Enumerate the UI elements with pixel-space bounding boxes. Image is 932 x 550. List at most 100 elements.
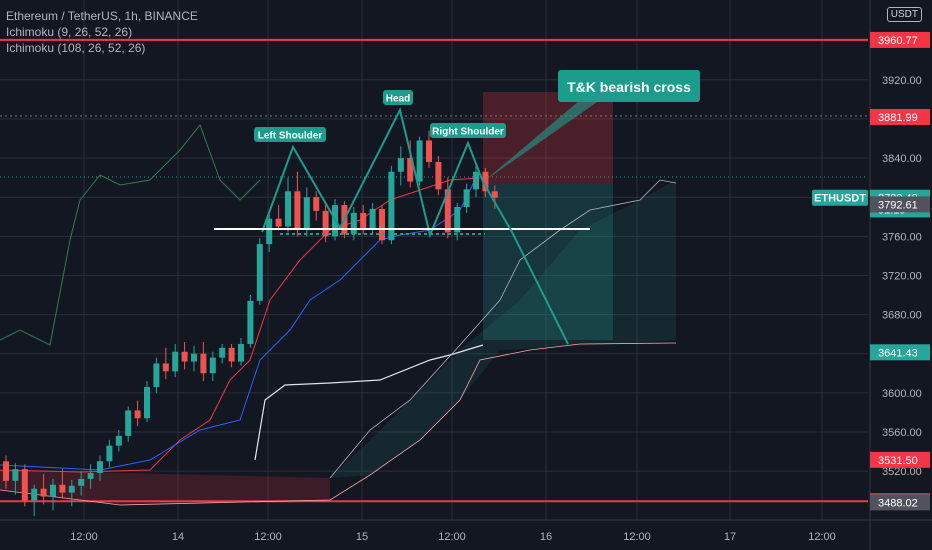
time-axis: 12:00 14 12:00 15 12:00 16 12:00 17 12:00 xyxy=(70,531,836,543)
candle-body xyxy=(59,484,66,493)
pattern-drawings xyxy=(214,100,600,345)
left-shoulder-label-bg xyxy=(254,127,326,142)
candle-body xyxy=(68,485,75,493)
price-tag-bg xyxy=(870,451,930,468)
price-tag: 3792.61 xyxy=(878,199,918,211)
x-tick-label: 14 xyxy=(172,531,184,543)
candle-body xyxy=(125,410,132,436)
candle-body xyxy=(303,197,310,229)
conversion-line xyxy=(0,177,481,473)
candle-body xyxy=(463,189,470,207)
head-label: Head xyxy=(386,94,410,105)
chart-legend: Ethereum / TetherUS, 1h, BINANCE Ichimok… xyxy=(6,8,198,56)
x-tick-label: 12:00 xyxy=(70,531,98,543)
candle-body xyxy=(172,351,179,372)
candle-body xyxy=(313,197,320,211)
y-tick-label: 3920.00 xyxy=(882,75,922,87)
candle-body xyxy=(416,140,423,182)
stop-loss-zone xyxy=(483,92,613,184)
price-tag: 3488.02 xyxy=(878,497,918,509)
y-tick-label: 3840.00 xyxy=(882,153,922,165)
candle-body xyxy=(50,484,56,497)
candle-body xyxy=(191,353,197,362)
candle-body xyxy=(238,343,244,362)
candle-body xyxy=(162,363,169,372)
candle-body xyxy=(247,300,254,344)
x-tick-label: 12:00 xyxy=(438,531,466,543)
callout-label-bg xyxy=(558,70,700,102)
price-tag-bg xyxy=(870,196,930,213)
candle-body xyxy=(275,218,282,227)
candle-body xyxy=(87,473,94,479)
y-tick-label: 3680.00 xyxy=(882,310,922,322)
indicator-ichimoku-2[interactable]: Ichimoku (108, 26, 52, 26) xyxy=(6,41,146,55)
candle-body xyxy=(379,208,385,241)
candle-body xyxy=(350,212,357,235)
price-tag: 3641.43 xyxy=(878,347,918,359)
right-shoulder-label-bg xyxy=(430,123,506,138)
ichimoku-cloud xyxy=(0,180,676,505)
price-tag: 3881.99 xyxy=(878,112,918,124)
candle-body xyxy=(444,189,451,233)
candle-body xyxy=(209,357,216,374)
y-tick-label: 3520.00 xyxy=(882,466,922,478)
candle-body xyxy=(294,191,301,229)
candle-body xyxy=(285,191,291,227)
chart-title[interactable]: Ethereum / TetherUS, 1h, BINANCE xyxy=(6,9,198,23)
candle-body xyxy=(322,210,329,237)
position-boxes xyxy=(483,92,613,340)
candle-body xyxy=(40,488,47,497)
y-tick-label: 3600.00 xyxy=(882,388,922,400)
candle-body xyxy=(21,469,28,501)
x-tick-label: 16 xyxy=(540,531,552,543)
price-tag-bg xyxy=(870,494,930,511)
price-tag-bg xyxy=(870,31,930,48)
currency-badge[interactable]: USDT xyxy=(886,7,922,22)
head-shoulders-pattern xyxy=(261,107,484,239)
price-tag-bg xyxy=(870,344,930,361)
candle-body xyxy=(97,461,103,474)
candle-body xyxy=(256,244,263,301)
candle-body xyxy=(219,347,226,358)
candle-body xyxy=(491,191,498,198)
pattern-labels: Left Shoulder Head Right Shoulder T&K beari… xyxy=(254,70,700,142)
cloud-bullish xyxy=(330,180,676,478)
x-tick-label: 12:00 xyxy=(808,531,836,543)
take-profit-zone xyxy=(483,184,613,340)
left-shoulder-label: Left Shoulder xyxy=(258,131,323,142)
candle-body xyxy=(397,158,404,172)
price-tag: 3531.50 xyxy=(878,455,918,467)
leading-span-a xyxy=(329,179,677,479)
candle-body xyxy=(200,353,207,374)
price-tag: 3960.77 xyxy=(878,35,918,47)
candle-body xyxy=(153,363,160,387)
candle-body xyxy=(454,206,461,233)
candle-body xyxy=(78,478,85,486)
candle-body xyxy=(426,140,432,162)
leading-span-b xyxy=(0,342,677,506)
x-tick-label: 12:00 xyxy=(623,531,651,543)
indicator-ichimoku-1[interactable]: Ichimoku (9, 26, 52, 26) xyxy=(6,25,133,39)
y-tick-label: 3560.00 xyxy=(882,427,922,439)
y-tick-label: 3760.00 xyxy=(882,231,922,243)
long-base-line xyxy=(254,344,484,461)
callout-label: T&K bearish cross xyxy=(567,79,691,95)
candle-body xyxy=(228,347,235,362)
x-tick-label: 15 xyxy=(356,531,368,543)
base-line xyxy=(0,179,476,471)
candle-body xyxy=(407,158,414,182)
candle-body xyxy=(3,461,9,481)
candle-body xyxy=(12,469,19,481)
lagging-span xyxy=(0,123,261,346)
candle-body xyxy=(106,445,113,462)
candle-body xyxy=(473,171,479,190)
candle-body xyxy=(181,351,188,362)
candle-body xyxy=(388,171,395,241)
candle-body xyxy=(134,410,141,419)
candle-body xyxy=(31,488,38,501)
x-tick-label: 12:00 xyxy=(254,531,282,543)
candle-body xyxy=(435,161,442,190)
